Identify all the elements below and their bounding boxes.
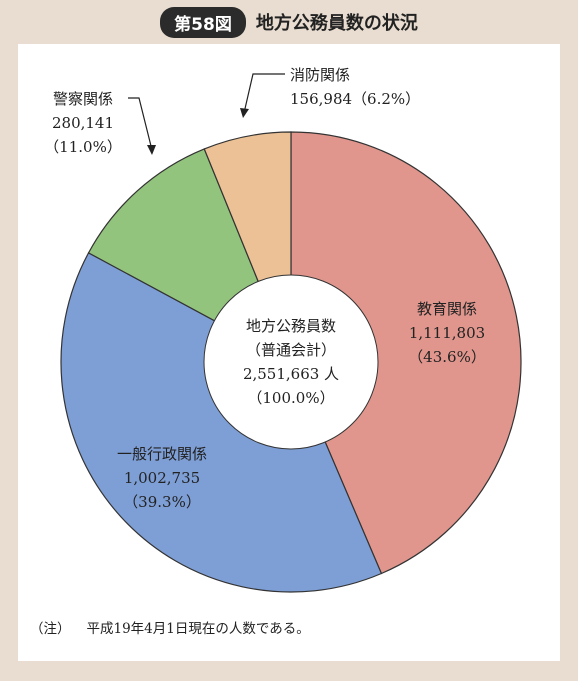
slice-value: 156,984（6.2%） <box>290 90 420 108</box>
center-label: 地方公務員数 （普通会計） 2,551,663 人 （100.0%） <box>243 317 339 407</box>
figure-title: 地方公務員数の状況 <box>255 13 418 34</box>
slice-name: 消防関係 <box>290 66 350 84</box>
police-leader-line <box>128 97 153 151</box>
slice-education <box>290 131 522 575</box>
slice-name: 教育関係 <box>417 300 477 318</box>
fire-leader-arrow <box>240 108 249 118</box>
slice-value: 280,141 <box>52 114 114 132</box>
figure-number-badge: 第58図 <box>160 6 246 38</box>
slice-name: 一般行政関係 <box>117 445 207 463</box>
figure-header: 第58図 地方公務員数の状況 <box>0 0 578 44</box>
slice-percent: （39.3%） <box>123 493 201 511</box>
slice-name: 警察関係 <box>53 90 113 108</box>
slice-label-police: 警察関係 280,141 （11.0%） <box>44 90 156 156</box>
slice-label-fire: 消防関係 156,984（6.2%） <box>240 66 420 118</box>
center-label-line-1: 地方公務員数 <box>246 317 336 335</box>
slice-value: 1,002,735 <box>124 469 200 487</box>
center-label-line-4: （100.0%） <box>247 389 334 407</box>
police-leader-arrow <box>147 145 156 155</box>
slice-label-general-admin: 一般行政関係 1,002,735 （39.3%） <box>117 445 207 511</box>
footnote: （注） 平成19年4月1日現在の人数である。 <box>30 617 326 637</box>
center-hole <box>203 274 379 450</box>
slice-general-admin <box>60 252 383 593</box>
slice-value: 1,111,803 <box>409 324 485 342</box>
fire-leader-line <box>243 73 285 114</box>
slice-percent: （43.6%） <box>408 348 486 366</box>
footnote-prefix: （注） <box>30 621 71 637</box>
footnote-text: 平成19年4月1日現在の人数である。 <box>86 621 310 637</box>
slice-label-education: 教育関係 1,111,803 （43.6%） <box>408 300 486 366</box>
slice-percent: （11.0%） <box>44 138 122 156</box>
center-label-line-2: （普通会計） <box>246 341 336 359</box>
center-label-line-3: 2,551,663 人 <box>243 365 339 383</box>
